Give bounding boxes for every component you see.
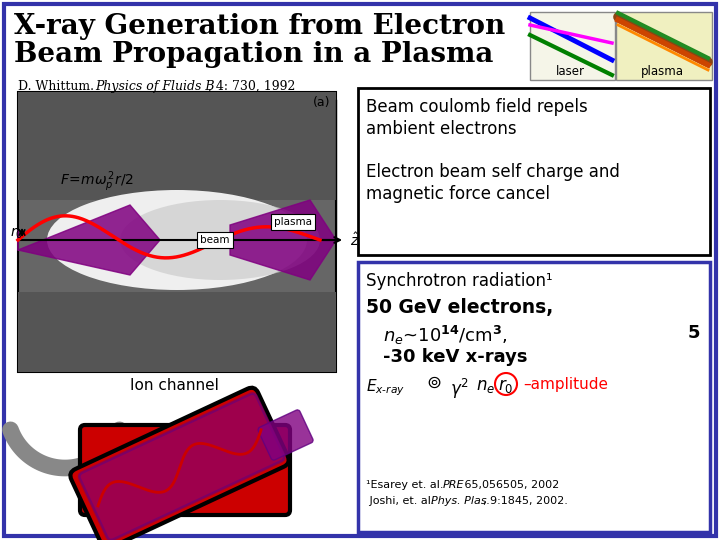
Text: $\mathbf{\mathit{n_e}}$~10$^{\mathbf{14}}$/cm$^{\mathbf{3}}$,: $\mathbf{\mathit{n_e}}$~10$^{\mathbf{14}… bbox=[383, 324, 508, 347]
Text: plasma: plasma bbox=[641, 65, 683, 78]
Text: ¹Esarey et. al.: ¹Esarey et. al. bbox=[366, 480, 447, 490]
Text: Physics of Fluids B: Physics of Fluids B bbox=[95, 80, 215, 93]
Text: Phys. Plas.: Phys. Plas. bbox=[431, 496, 490, 506]
Text: -30 keV x-rays: -30 keV x-rays bbox=[383, 348, 528, 366]
Text: PRE: PRE bbox=[443, 480, 464, 490]
Text: 5: 5 bbox=[688, 324, 700, 342]
Text: ambient electrons: ambient electrons bbox=[366, 120, 517, 138]
Polygon shape bbox=[18, 205, 160, 275]
Text: Beam coulomb field repels: Beam coulomb field repels bbox=[366, 98, 588, 116]
Ellipse shape bbox=[120, 200, 320, 280]
FancyBboxPatch shape bbox=[71, 388, 289, 540]
Bar bbox=[18, 92, 336, 200]
FancyBboxPatch shape bbox=[80, 425, 290, 515]
Text: Ion channel: Ion channel bbox=[130, 378, 219, 393]
Text: (a): (a) bbox=[312, 96, 330, 109]
Text: beam: beam bbox=[200, 235, 230, 245]
Text: Joshi, et. al.: Joshi, et. al. bbox=[366, 496, 438, 506]
Text: $F\!=\!m\omega_p^{\,2}r/2$: $F\!=\!m\omega_p^{\,2}r/2$ bbox=[60, 170, 134, 194]
Text: , 9:1845, 2002.: , 9:1845, 2002. bbox=[483, 496, 568, 506]
Text: plasma: plasma bbox=[274, 217, 312, 227]
Bar bbox=[530, 12, 615, 80]
Text: $r_0$: $r_0$ bbox=[10, 225, 23, 241]
Text: Beam Propagation in a Plasma: Beam Propagation in a Plasma bbox=[14, 41, 493, 68]
Text: $\gamma^2$: $\gamma^2$ bbox=[450, 377, 469, 401]
Text: D. Whittum.: D. Whittum. bbox=[18, 80, 98, 93]
FancyBboxPatch shape bbox=[4, 4, 716, 536]
Bar bbox=[358, 262, 710, 532]
FancyBboxPatch shape bbox=[258, 410, 313, 460]
Text: $\mathit{n_e}$: $\mathit{n_e}$ bbox=[476, 377, 495, 395]
Text: magnetic force cancel: magnetic force cancel bbox=[366, 185, 550, 203]
Text: 65,056505, 2002: 65,056505, 2002 bbox=[461, 480, 559, 490]
Text: 50 GeV electrons,: 50 GeV electrons, bbox=[366, 298, 553, 317]
Bar bbox=[18, 292, 336, 372]
Text: X-ray Generation from Electron: X-ray Generation from Electron bbox=[14, 13, 505, 40]
Text: , 4: 730, 1992: , 4: 730, 1992 bbox=[208, 80, 295, 93]
Text: $\circledcirc$: $\circledcirc$ bbox=[426, 374, 441, 392]
Text: laser: laser bbox=[556, 65, 585, 78]
Text: Synchrotron radiation¹: Synchrotron radiation¹ bbox=[366, 272, 553, 290]
Bar bbox=[18, 92, 336, 372]
Text: Electron beam self charge and: Electron beam self charge and bbox=[366, 163, 620, 181]
Ellipse shape bbox=[47, 190, 307, 290]
Text: $\mathit{r_0}$: $\mathit{r_0}$ bbox=[498, 377, 513, 395]
Text: $\hat{z}$: $\hat{z}$ bbox=[350, 231, 359, 248]
FancyBboxPatch shape bbox=[79, 394, 284, 540]
Polygon shape bbox=[230, 200, 336, 280]
Bar bbox=[616, 12, 712, 80]
Text: –amplitude: –amplitude bbox=[523, 377, 608, 392]
Text: $E_{x\text{-}ray}$: $E_{x\text{-}ray}$ bbox=[366, 377, 405, 397]
Bar bbox=[358, 88, 710, 255]
